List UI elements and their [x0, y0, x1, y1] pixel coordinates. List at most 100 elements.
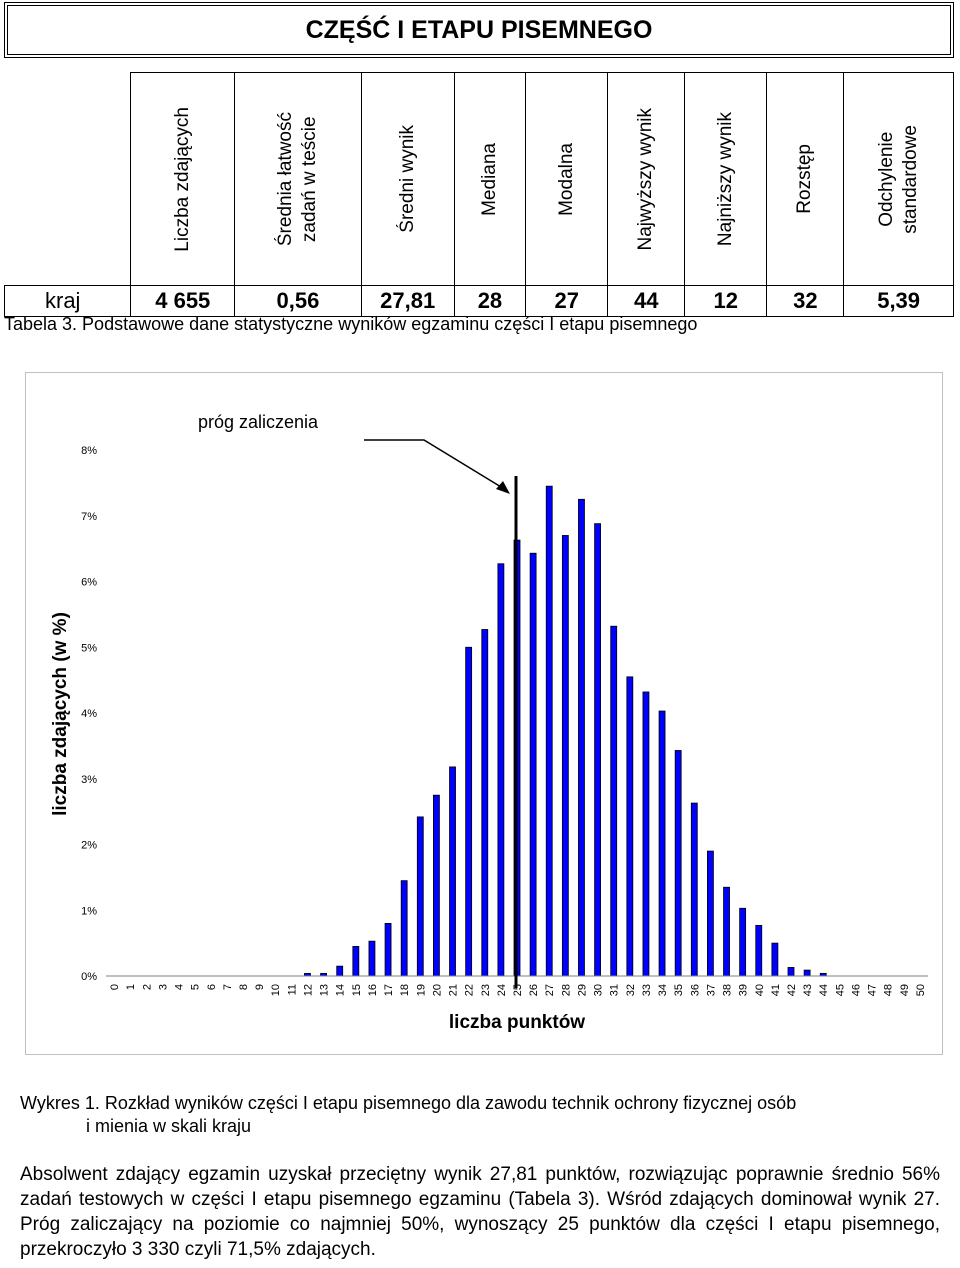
x-tick-label: 32 — [625, 984, 637, 996]
x-tick-label: 3 — [157, 984, 169, 990]
x-tick-label: 11 — [286, 984, 298, 995]
histogram-bar — [433, 794, 440, 977]
histogram-bar — [545, 485, 553, 977]
x-tick-label: 10 — [270, 984, 282, 996]
histogram-bar — [674, 750, 682, 977]
y-tick-label: 1% — [81, 905, 97, 917]
x-tick-label: 29 — [576, 984, 588, 996]
header-cell: Liczba zdających — [130, 72, 236, 286]
histogram-bar — [610, 625, 618, 977]
x-tick-label: 1 — [125, 984, 137, 990]
x-tick-label: 41 — [770, 984, 782, 996]
value-cell: 32 — [766, 285, 845, 317]
x-tick-label: 20 — [431, 984, 443, 996]
histogram-bar — [578, 498, 585, 977]
histogram-bar — [787, 967, 795, 977]
chart-caption: Wykres 1. Rozkład wyników części I etapu… — [20, 1092, 796, 1138]
section-title-box: CZĘŚĆ I ETAPU PISEMNEGO — [4, 2, 954, 58]
x-tick-label: 33 — [641, 984, 653, 996]
value-cell: 44 — [607, 285, 686, 317]
x-tick-label: 28 — [560, 984, 572, 996]
y-tick-label: 3% — [81, 774, 97, 786]
x-tick-label: 50 — [915, 984, 927, 996]
y-tick-label: 0% — [81, 971, 97, 983]
x-tick-label: 23 — [480, 984, 492, 996]
x-tick-label: 44 — [818, 984, 830, 996]
histogram-bar — [642, 691, 650, 977]
threshold-arrowhead — [496, 481, 510, 494]
x-tick-label: 21 — [448, 984, 460, 996]
histogram-bar — [352, 946, 360, 977]
x-tick-label: 37 — [705, 984, 717, 996]
y-tick-label: 2% — [81, 840, 97, 852]
x-tick-label: 17 — [383, 984, 395, 996]
histogram-bar — [561, 535, 569, 977]
histogram-bar — [658, 710, 666, 977]
y-tick-label: 6% — [81, 577, 97, 589]
header-cell: Odchylenie standardowe — [843, 72, 954, 286]
x-tick-label: 2 — [141, 984, 153, 990]
x-tick-label: 25 — [512, 984, 524, 996]
summary-paragraph: Absolwent zdający egzamin uzyskał przeci… — [20, 1164, 940, 1260]
x-tick-label: 12 — [302, 984, 314, 996]
histogram-bar — [755, 924, 763, 977]
x-tick-label: 16 — [367, 984, 379, 996]
x-tick-label: 15 — [351, 984, 363, 996]
histogram-bar — [707, 850, 714, 977]
x-tick-label: 6 — [206, 984, 218, 990]
histogram-bar — [449, 766, 456, 977]
histogram-bar — [497, 563, 505, 977]
x-tick-label: 5 — [190, 984, 202, 990]
x-tick-label: 42 — [786, 984, 798, 996]
histogram-chart: 0%1%2%3%4%5%6%7%8%0 1 2 3 4 5 6 7 8 9 10 11 12 13 14 15… — [50, 412, 928, 1033]
value-cell: 0,56 — [234, 285, 362, 317]
x-tick-label: 14 — [335, 984, 347, 996]
table-row: kraj 4 655 0,56 27,81 28 27 44 12 32 5,3… — [3, 285, 954, 317]
histogram-bar — [594, 523, 601, 977]
x-tick-label: 18 — [399, 984, 411, 996]
histogram-bar — [739, 907, 747, 977]
value-cell: 27 — [525, 285, 609, 317]
histogram-bar — [771, 942, 779, 977]
histogram-bar — [529, 552, 537, 977]
statistics-table: Liczba zdających Średnia łatwość zadań w… — [3, 72, 954, 317]
x-tick-label: 49 — [899, 984, 911, 996]
histogram-bar — [416, 816, 424, 977]
x-tick-label: 35 — [673, 984, 685, 996]
x-tick-label: 13 — [319, 984, 331, 996]
value-cell: 28 — [453, 285, 527, 317]
histogram-bar — [690, 802, 698, 977]
header-cell: Średnia łatwość zadań w teście — [234, 72, 362, 286]
table-header-row: Liczba zdających Średnia łatwość zadań w… — [4, 72, 954, 286]
x-tick-label: 40 — [754, 984, 766, 996]
y-tick-label: 7% — [81, 511, 97, 523]
histogram-bar — [626, 676, 634, 977]
x-tick-label: 24 — [496, 984, 508, 996]
x-tick-label: 9 — [254, 984, 266, 990]
chart-caption-line-2: i mienia w skali kraju — [86, 1116, 252, 1136]
histogram-bar — [384, 923, 392, 977]
x-tick-label: 47 — [867, 984, 879, 996]
histogram-bar — [481, 629, 489, 977]
x-tick-label: 39 — [738, 984, 750, 996]
histogram-bar — [336, 965, 344, 977]
x-tick-label: 4 — [174, 984, 186, 990]
x-axis-title: liczba punktów — [449, 1012, 585, 1033]
histogram-bar — [368, 940, 376, 977]
value-cell: 4 655 — [130, 285, 236, 317]
x-tick-label: 22 — [464, 984, 476, 996]
x-tick-label: 0 — [109, 984, 121, 990]
x-tick-label: 36 — [689, 984, 701, 996]
y-tick-label: 8% — [81, 445, 97, 457]
threshold-pointer — [364, 439, 507, 491]
histogram-bar — [465, 646, 473, 977]
x-tick-label: 26 — [528, 984, 540, 996]
x-tick-label: 34 — [657, 984, 669, 996]
x-tick-label: 43 — [802, 984, 814, 996]
x-tick-label: 30 — [593, 984, 605, 996]
value-cell: 12 — [684, 285, 768, 317]
histogram-bar — [400, 880, 408, 977]
x-tick-label: 19 — [415, 984, 427, 996]
x-tick-label: 45 — [834, 984, 846, 996]
chart-frame — [25, 372, 943, 1055]
